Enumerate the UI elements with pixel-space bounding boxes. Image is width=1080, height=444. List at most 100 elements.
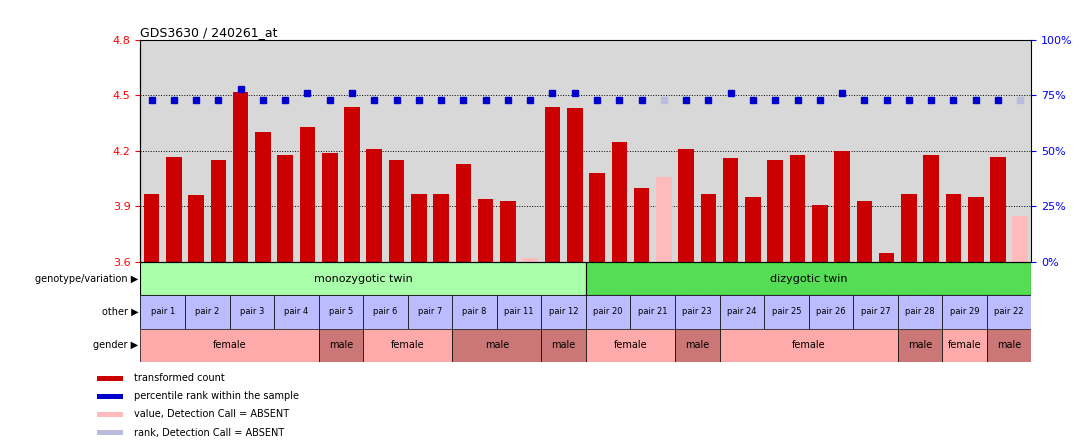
- Bar: [456, 164, 471, 262]
- Text: pair 24: pair 24: [727, 307, 757, 317]
- Bar: [140, 295, 185, 329]
- Text: female: female: [948, 340, 982, 350]
- Bar: [987, 329, 1031, 362]
- Text: pair 2: pair 2: [195, 307, 219, 317]
- Bar: [411, 194, 427, 262]
- Bar: [723, 159, 739, 262]
- Bar: [1012, 216, 1028, 262]
- Text: pair 25: pair 25: [771, 307, 801, 317]
- Bar: [701, 194, 716, 262]
- Text: pair 20: pair 20: [593, 307, 623, 317]
- Text: male: male: [485, 340, 509, 350]
- Text: male: male: [328, 340, 353, 350]
- Bar: [523, 258, 538, 262]
- Bar: [140, 262, 585, 295]
- Text: genotype/variation ▶: genotype/variation ▶: [35, 274, 138, 284]
- Bar: [897, 329, 942, 362]
- Bar: [97, 394, 123, 399]
- Bar: [166, 157, 181, 262]
- Bar: [853, 295, 897, 329]
- Bar: [809, 295, 853, 329]
- Bar: [585, 295, 631, 329]
- Bar: [942, 329, 987, 362]
- Text: pair 4: pair 4: [284, 307, 309, 317]
- Text: male: male: [685, 340, 710, 350]
- Bar: [453, 295, 497, 329]
- Text: male: male: [908, 340, 932, 350]
- Bar: [585, 262, 1031, 295]
- Bar: [585, 329, 675, 362]
- Bar: [634, 188, 649, 262]
- Bar: [678, 149, 694, 262]
- Bar: [879, 253, 894, 262]
- Bar: [942, 295, 987, 329]
- Bar: [144, 194, 160, 262]
- Bar: [500, 201, 516, 262]
- Bar: [541, 295, 585, 329]
- Text: dizygotic twin: dizygotic twin: [770, 274, 848, 284]
- Bar: [322, 153, 338, 262]
- Text: female: female: [213, 340, 246, 350]
- Bar: [834, 151, 850, 262]
- Text: pair 29: pair 29: [949, 307, 980, 317]
- Bar: [789, 155, 806, 262]
- Bar: [541, 329, 585, 362]
- Bar: [611, 142, 627, 262]
- Bar: [497, 295, 541, 329]
- Bar: [968, 197, 984, 262]
- Bar: [345, 107, 360, 262]
- Bar: [389, 160, 404, 262]
- Text: value, Detection Call = ABSENT: value, Detection Call = ABSENT: [134, 409, 289, 420]
- Text: percentile rank within the sample: percentile rank within the sample: [134, 391, 299, 401]
- Bar: [745, 197, 760, 262]
- Text: gender ▶: gender ▶: [93, 340, 138, 350]
- Bar: [631, 295, 675, 329]
- Text: pair 28: pair 28: [905, 307, 935, 317]
- Text: pair 23: pair 23: [683, 307, 712, 317]
- Text: pair 12: pair 12: [549, 307, 579, 317]
- Bar: [233, 92, 248, 262]
- Bar: [897, 295, 942, 329]
- Bar: [477, 199, 494, 262]
- Text: transformed count: transformed count: [134, 373, 225, 383]
- Text: male: male: [552, 340, 576, 350]
- Bar: [656, 177, 672, 262]
- Text: pair 5: pair 5: [328, 307, 353, 317]
- Bar: [901, 194, 917, 262]
- Bar: [299, 127, 315, 262]
- Bar: [987, 295, 1031, 329]
- Bar: [856, 201, 873, 262]
- Bar: [544, 107, 561, 262]
- Bar: [567, 108, 582, 262]
- Bar: [675, 329, 719, 362]
- Text: pair 6: pair 6: [374, 307, 397, 317]
- Text: pair 3: pair 3: [240, 307, 264, 317]
- Bar: [923, 155, 939, 262]
- Bar: [590, 173, 605, 262]
- Bar: [140, 329, 319, 362]
- Bar: [211, 160, 226, 262]
- Bar: [719, 329, 897, 362]
- Text: female: female: [391, 340, 424, 350]
- Text: male: male: [997, 340, 1022, 350]
- Bar: [366, 149, 382, 262]
- Bar: [946, 194, 961, 262]
- Text: female: female: [792, 340, 825, 350]
- Text: rank, Detection Call = ABSENT: rank, Detection Call = ABSENT: [134, 428, 284, 437]
- Text: pair 21: pair 21: [638, 307, 667, 317]
- Text: pair 27: pair 27: [861, 307, 890, 317]
- Text: pair 22: pair 22: [995, 307, 1024, 317]
- Bar: [812, 205, 827, 262]
- Bar: [274, 295, 319, 329]
- Bar: [319, 295, 363, 329]
- Bar: [363, 329, 453, 362]
- Text: pair 11: pair 11: [504, 307, 534, 317]
- Bar: [433, 194, 449, 262]
- Bar: [768, 160, 783, 262]
- Bar: [675, 295, 719, 329]
- Text: female: female: [613, 340, 647, 350]
- Text: monozygotic twin: monozygotic twin: [314, 274, 413, 284]
- Bar: [188, 195, 204, 262]
- Bar: [719, 295, 764, 329]
- Text: pair 26: pair 26: [816, 307, 846, 317]
